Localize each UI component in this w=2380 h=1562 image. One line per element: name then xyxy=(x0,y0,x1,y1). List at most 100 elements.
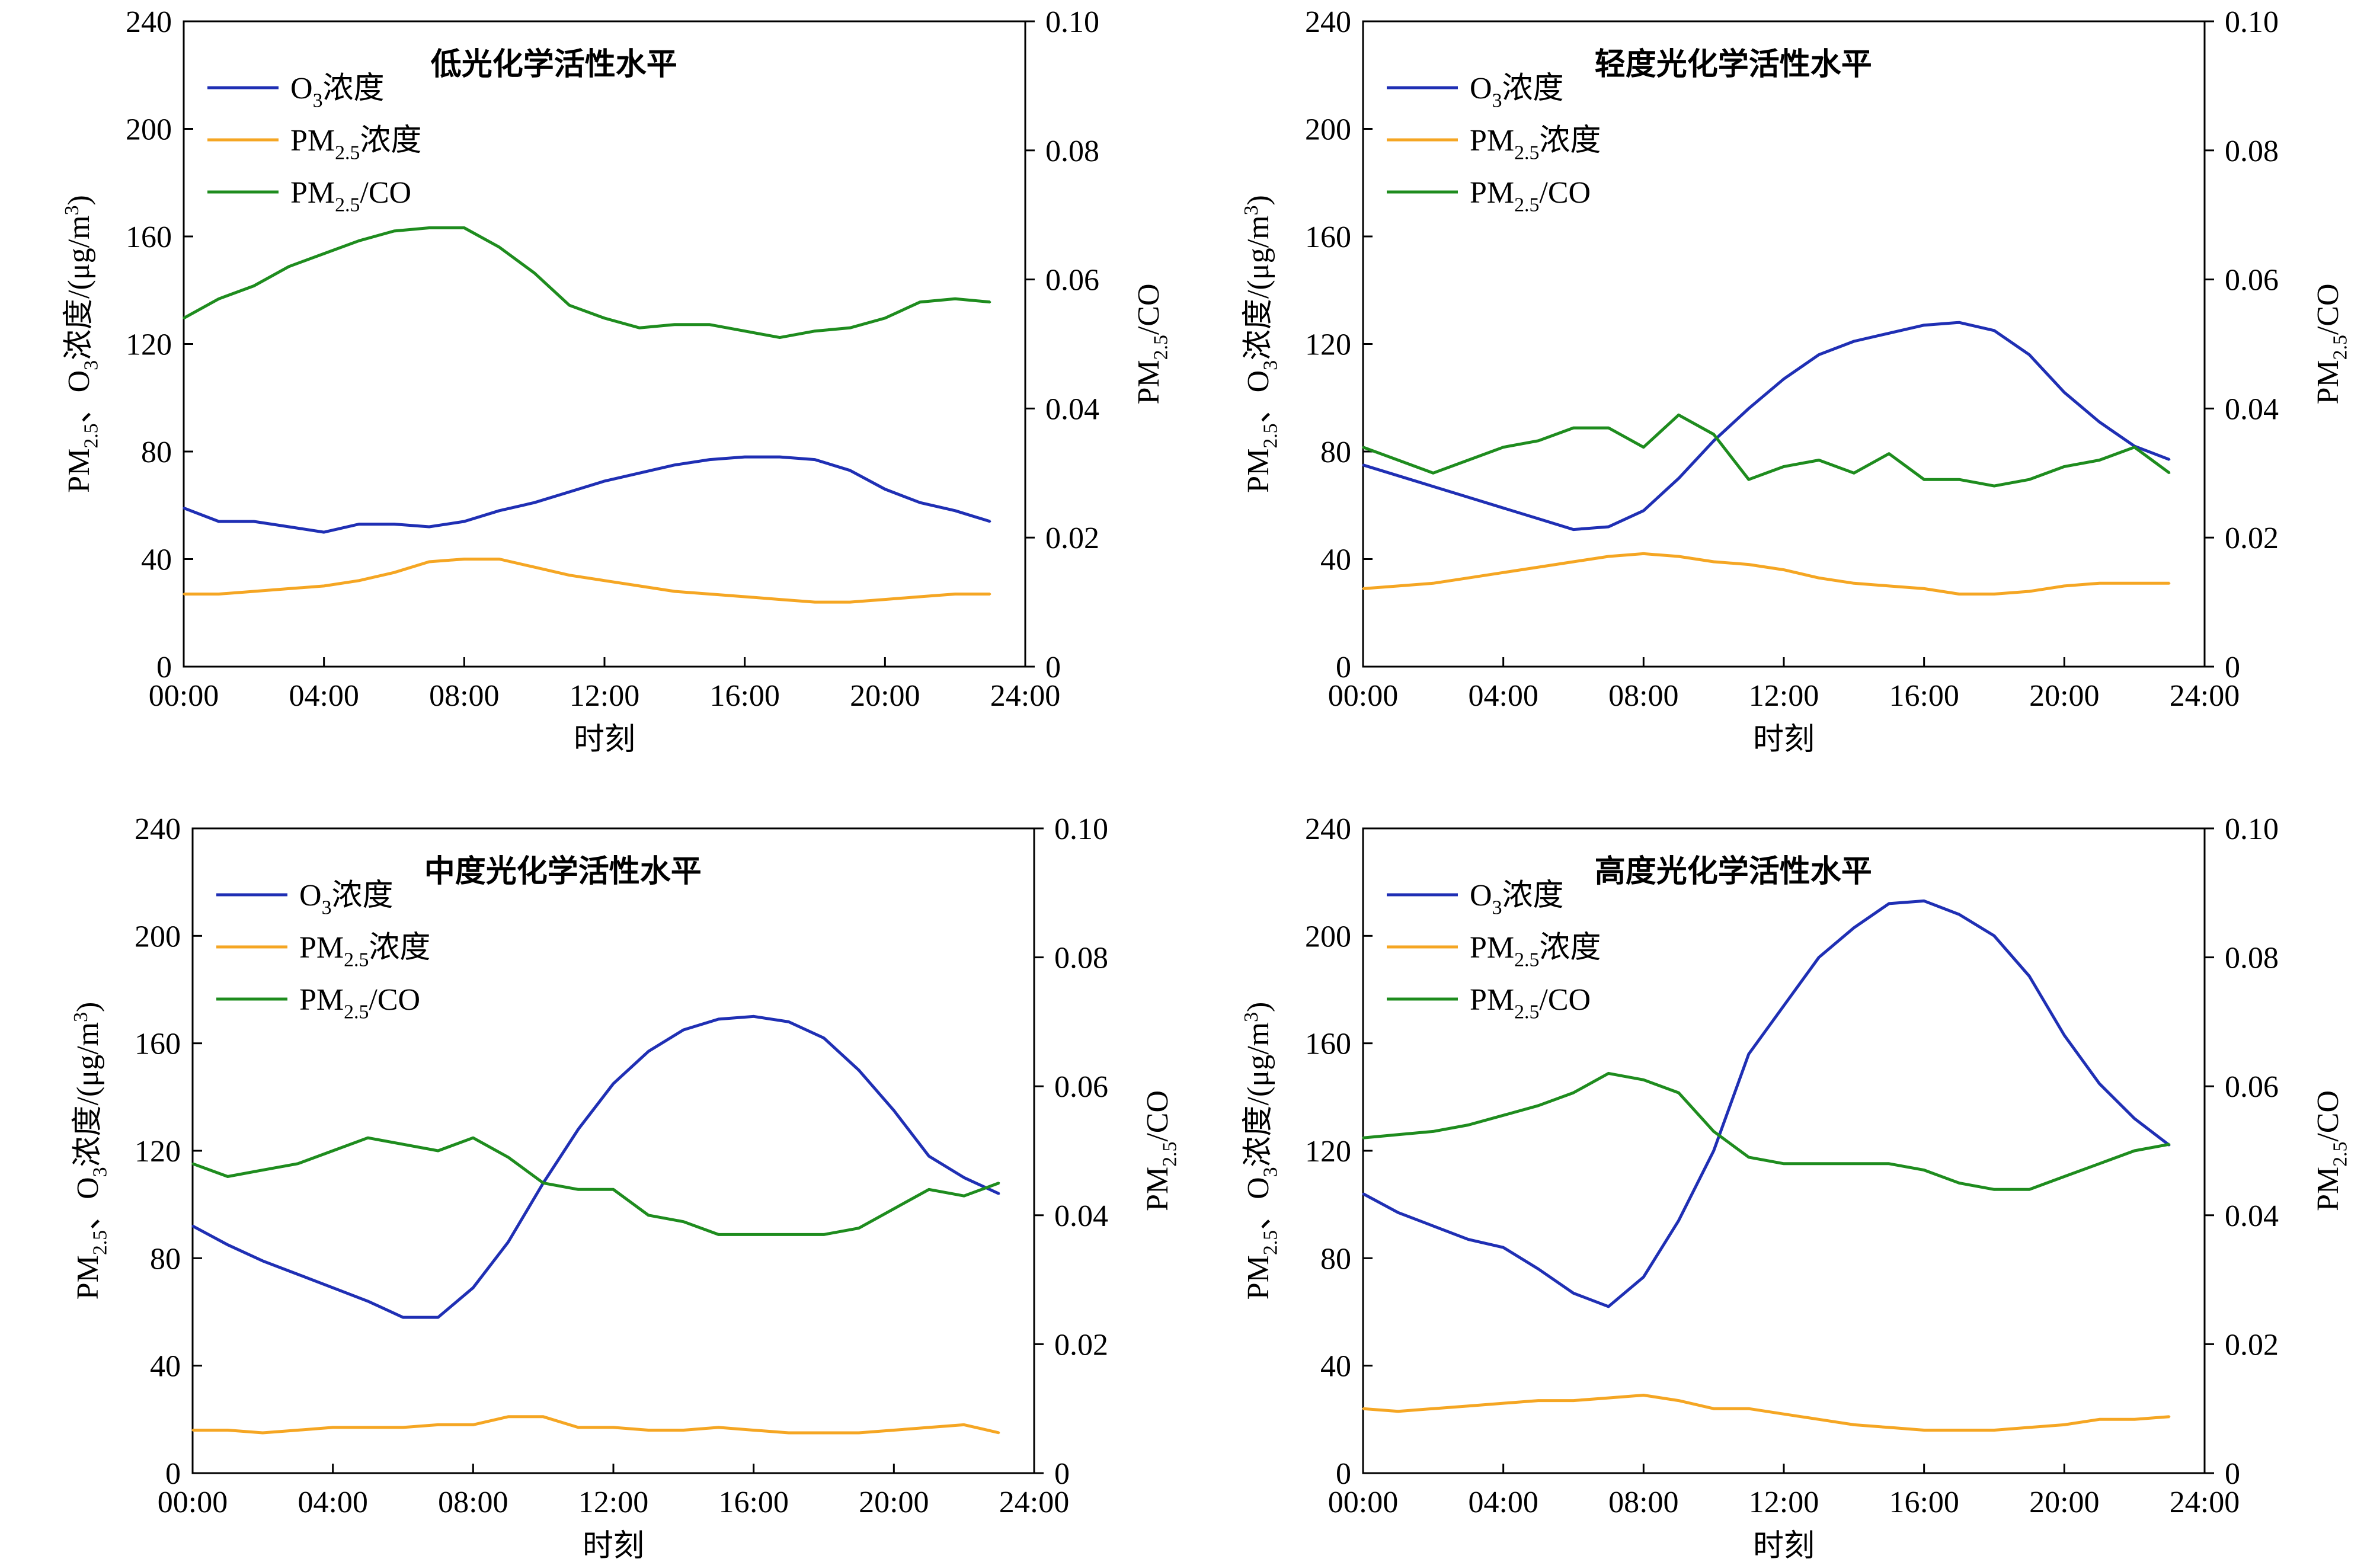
series-point-3 xyxy=(2099,459,2100,462)
series-point-3 xyxy=(1642,1078,1645,1081)
series-point-1 xyxy=(1923,324,1925,327)
series-point-3 xyxy=(989,301,991,303)
series-point-2 xyxy=(1467,1405,1469,1407)
series-point-3 xyxy=(1678,1092,1680,1094)
y-left-axis-label: PM2.5​、O3​浓度/(μg/m3​) xyxy=(70,1002,111,1300)
series-point-2 xyxy=(1678,555,1680,558)
series-point-2 xyxy=(1642,1394,1645,1397)
y-left-tick-label: 160 xyxy=(1305,220,1351,254)
y-right-tick-label: 0.02 xyxy=(1054,1328,1108,1362)
series-point-3 xyxy=(1572,1092,1575,1094)
series-point-1 xyxy=(297,1273,299,1276)
series-point-2 xyxy=(2133,582,2136,584)
series-point-3 xyxy=(1607,1072,1610,1074)
legend-label-3: PM2.5​/CO xyxy=(1470,176,1591,216)
series-point-3 xyxy=(1362,446,1364,449)
series-point-3 xyxy=(1642,446,1645,449)
series-point-1 xyxy=(332,1286,334,1289)
series-point-3 xyxy=(647,1214,650,1217)
series-point-3 xyxy=(1713,433,1715,436)
y-right-axis-label: PM2.5​/CO xyxy=(2311,283,2352,404)
series-point-1 xyxy=(402,1316,404,1318)
series-point-3 xyxy=(2028,478,2030,481)
series-line-2 xyxy=(1362,1394,2170,1432)
series-point-1 xyxy=(673,464,676,466)
legend-label-3: PM2.5​/CO xyxy=(1470,983,1591,1023)
series-point-2 xyxy=(2063,1423,2065,1426)
series-point-2 xyxy=(261,1432,264,1434)
series-point-1 xyxy=(788,1020,790,1023)
series-point-2 xyxy=(1958,593,1960,595)
series-point-1 xyxy=(892,1109,895,1112)
series-point-3 xyxy=(1467,459,1469,462)
x-tick-label: 24:00 xyxy=(990,679,1060,713)
series-point-1 xyxy=(1397,1211,1399,1214)
x-tick-label: 08:00 xyxy=(1608,679,1678,713)
series-point-2 xyxy=(2168,582,2171,584)
series-point-1 xyxy=(1467,496,1469,498)
y-left-tick-label: 120 xyxy=(1305,1135,1351,1169)
series-point-2 xyxy=(1783,569,1785,571)
series-point-2 xyxy=(1537,1400,1540,1402)
series-point-2 xyxy=(1783,1413,1785,1415)
series-point-1 xyxy=(1713,440,1715,442)
plot-frame xyxy=(183,20,1026,668)
series-point-1 xyxy=(814,459,816,461)
series-point-2 xyxy=(1502,1402,1505,1404)
series-line-3 xyxy=(183,226,991,340)
series-point-1 xyxy=(472,1286,474,1289)
series-point-1 xyxy=(183,507,185,509)
series-point-3 xyxy=(1923,478,1925,481)
series-point-2 xyxy=(814,601,816,603)
y-right-axis-label: PM2.5​/CO xyxy=(1141,1090,1181,1211)
series-point-1 xyxy=(1502,1246,1505,1249)
series-point-2 xyxy=(2028,590,2030,593)
y-left-tick-label: 0 xyxy=(165,1457,181,1491)
chart-panel-4: 00:00 04:00 08:00 12:00 16:00 20:00 24:0004080… xyxy=(1240,812,2352,1562)
series-point-2 xyxy=(612,1426,615,1429)
series-point-1 xyxy=(963,1176,965,1179)
series-point-1 xyxy=(928,1155,930,1157)
series-point-3 xyxy=(1783,465,1785,468)
series-point-3 xyxy=(1958,478,1960,481)
y-left-tick-label: 120 xyxy=(1305,328,1351,362)
x-tick-label: 00:00 xyxy=(149,679,219,713)
series-point-3 xyxy=(2099,1163,2100,1165)
series-point-3 xyxy=(1993,1188,1995,1190)
series-point-3 xyxy=(1818,459,1820,462)
chart-panel-3: 00:00 04:00 08:00 12:00 16:00 20:00 24:0004080… xyxy=(70,812,1181,1562)
y-right-tick-label: 0 xyxy=(1054,1457,1070,1491)
series-point-3 xyxy=(1432,472,1434,474)
series-point-2 xyxy=(1958,1429,1960,1431)
series-point-3 xyxy=(463,226,465,229)
series-point-1 xyxy=(393,523,395,526)
series-point-2 xyxy=(1888,1426,1890,1429)
series-point-3 xyxy=(428,226,430,229)
series-point-2 xyxy=(603,580,606,582)
series-point-1 xyxy=(682,1029,684,1031)
series-point-1 xyxy=(507,1241,509,1243)
series-point-2 xyxy=(753,1429,755,1431)
series-point-2 xyxy=(892,1429,895,1431)
series-point-1 xyxy=(1572,1292,1575,1294)
y-right-tick-label: 0.10 xyxy=(1045,5,1099,39)
series-point-2 xyxy=(682,1429,684,1431)
series-point-2 xyxy=(1397,1410,1399,1413)
y-right-tick-label: 0 xyxy=(2225,651,2240,684)
series-point-2 xyxy=(858,1432,860,1434)
series-point-2 xyxy=(183,593,185,595)
series-point-1 xyxy=(1853,340,1855,343)
series-point-2 xyxy=(1748,1407,1750,1410)
series-point-2 xyxy=(1993,593,1995,595)
y-right-tick-label: 0.02 xyxy=(1045,521,1099,555)
legend-label-2: PM2.5​浓度 xyxy=(1470,124,1601,164)
series-point-1 xyxy=(358,523,360,526)
y-left-tick-label: 0 xyxy=(1336,1457,1351,1491)
y-left-tick-label: 240 xyxy=(135,812,181,846)
series-point-3 xyxy=(498,246,500,248)
series-point-1 xyxy=(1888,902,1890,905)
series-point-1 xyxy=(1607,526,1610,528)
y-left-tick-label: 200 xyxy=(126,113,172,147)
series-point-1 xyxy=(1993,329,1995,332)
y-right-axis-label: PM2.5​/CO xyxy=(1132,283,1172,404)
